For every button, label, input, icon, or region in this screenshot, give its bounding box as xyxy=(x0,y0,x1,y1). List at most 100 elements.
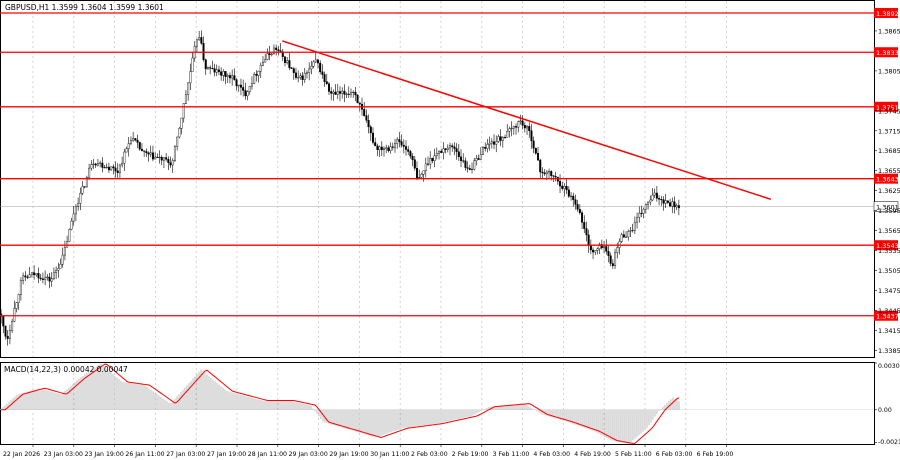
candle-body xyxy=(382,148,385,151)
candle-body xyxy=(4,325,7,337)
candle-body xyxy=(352,91,355,93)
candle-body xyxy=(356,94,359,104)
candle-body xyxy=(405,146,408,150)
candle-body xyxy=(248,85,251,92)
candle-body xyxy=(112,166,115,169)
candle-body xyxy=(471,168,474,170)
candle-body xyxy=(541,171,544,174)
candle-body xyxy=(444,148,447,150)
candle-body xyxy=(107,166,110,171)
level-price-label: 1.3643 xyxy=(876,176,899,184)
candle-body xyxy=(647,201,650,205)
candle-body xyxy=(574,199,577,205)
candle-body xyxy=(6,336,9,339)
candle-body xyxy=(583,222,586,229)
candle-body xyxy=(464,160,467,168)
candle-body xyxy=(226,75,229,77)
candle-body xyxy=(90,164,93,169)
level-price-tag xyxy=(874,310,898,321)
candle-body xyxy=(548,171,551,173)
time-axis-tick-label: 3 Feb 11:00 xyxy=(493,451,530,458)
candle-body xyxy=(145,151,148,154)
candle-body xyxy=(345,93,348,95)
level-price-label: 1.3833 xyxy=(876,49,899,57)
candle-body xyxy=(433,155,436,162)
candle-body xyxy=(211,68,214,70)
candle-body xyxy=(336,91,339,95)
candle-body xyxy=(655,192,658,199)
candle-body xyxy=(391,146,394,148)
candle-body xyxy=(151,152,154,160)
candle-body xyxy=(519,120,522,122)
candle-body xyxy=(305,72,308,74)
candle-body xyxy=(118,164,121,173)
price-axis-tick-label: 1.3685 xyxy=(878,147,900,155)
time-axis-tick-label: 23 Jan 19:00 xyxy=(85,451,124,458)
price-axis-tick-label: 1.3655 xyxy=(878,167,900,175)
candle-body xyxy=(453,146,456,149)
candle-body xyxy=(638,212,641,218)
macd-histogram xyxy=(0,363,680,444)
candle-body xyxy=(204,59,207,70)
price-axis-tick-label: 1.3385 xyxy=(878,347,900,355)
candle-body xyxy=(510,127,513,130)
candle-body xyxy=(224,71,227,77)
candle-body xyxy=(327,83,330,92)
candle-body xyxy=(530,130,533,142)
candle-body xyxy=(74,206,77,215)
candle-body xyxy=(363,109,366,116)
candle-body xyxy=(222,71,225,76)
candle-body xyxy=(442,148,445,153)
candle-body xyxy=(633,221,636,231)
candle-body xyxy=(41,278,44,280)
candle-body xyxy=(39,277,42,280)
candle-body xyxy=(581,212,584,223)
candle-body xyxy=(33,272,36,276)
time-axis-tick-label: 23 Jan 03:00 xyxy=(44,451,83,458)
price-axis-tick-label: 1.3745 xyxy=(878,107,900,115)
time-axis-tick-label: 29 Jan 03:00 xyxy=(289,451,328,458)
level-price-label: 1.3437 xyxy=(876,313,899,321)
candle-body xyxy=(17,294,20,303)
candle-body xyxy=(8,330,11,339)
candle-body xyxy=(358,102,361,105)
candle-body xyxy=(316,59,319,64)
candle-body xyxy=(319,62,322,73)
candle-body xyxy=(660,199,663,201)
candle-body xyxy=(176,136,179,147)
macd-axis: 0.00303 0.00 -0.00211 xyxy=(874,362,900,446)
candle-body xyxy=(653,192,656,196)
candle-body xyxy=(677,205,680,209)
candle-body xyxy=(424,163,427,171)
candle-body xyxy=(288,60,291,68)
candle-body xyxy=(129,140,132,144)
price-axis-tick-label: 1.3805 xyxy=(878,67,900,75)
candle-body xyxy=(169,162,172,166)
candle-body xyxy=(616,247,619,253)
candle-body xyxy=(545,171,548,175)
candle-body xyxy=(114,167,117,172)
level-price-label: 1.3751 xyxy=(876,104,899,112)
candle-body xyxy=(644,204,647,210)
candle-body xyxy=(578,209,581,213)
candle-body xyxy=(22,275,25,281)
candle-body xyxy=(600,244,603,249)
candle-body xyxy=(365,115,368,121)
candle-body xyxy=(275,47,278,50)
candle-body xyxy=(52,272,55,279)
candle-body xyxy=(237,84,240,87)
candle-body xyxy=(565,186,568,191)
candle-body xyxy=(479,154,482,160)
candle-body xyxy=(534,147,537,154)
candle-body xyxy=(587,234,590,246)
candle-body xyxy=(506,131,509,138)
candle-body xyxy=(658,198,661,200)
price-axis-tick-label: 1.3415 xyxy=(878,327,900,335)
candle-body xyxy=(301,75,304,80)
candle-body xyxy=(103,167,106,169)
candle-body xyxy=(622,234,625,238)
candle-body xyxy=(191,57,194,72)
candle-body xyxy=(292,68,295,74)
candle-body xyxy=(72,213,75,222)
candle-body xyxy=(233,75,236,80)
